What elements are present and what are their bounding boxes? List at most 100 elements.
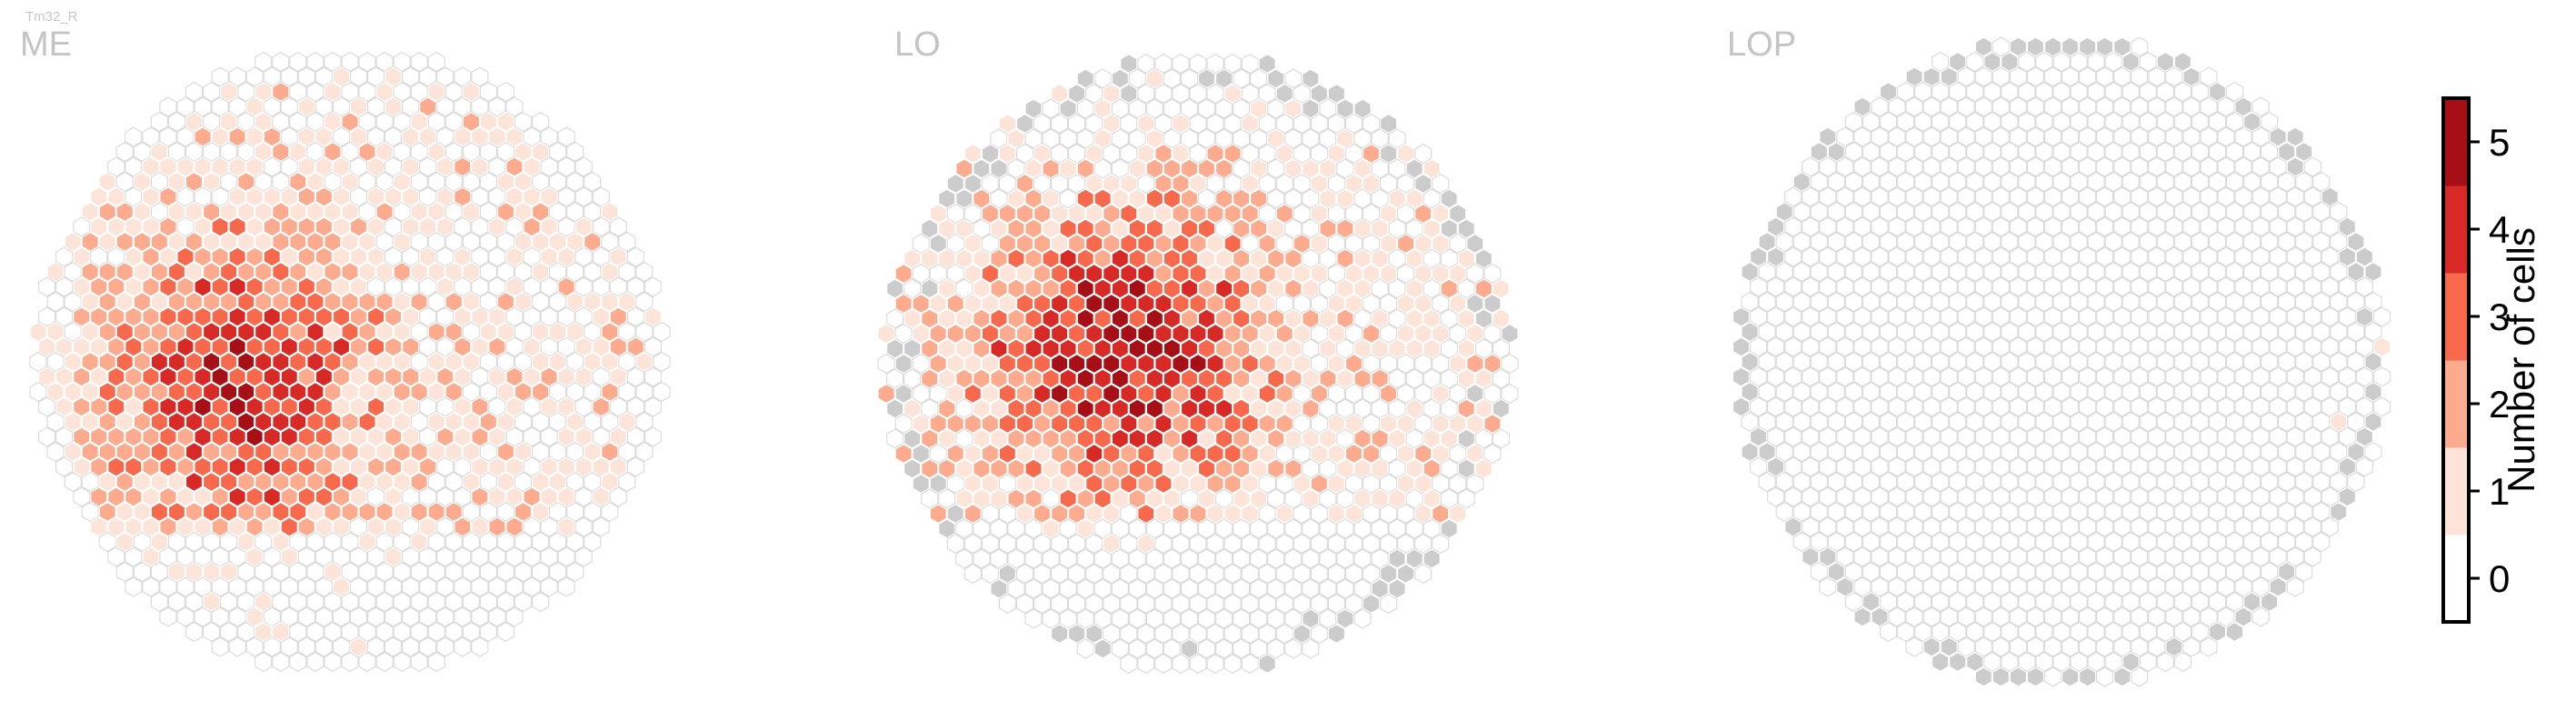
me-hex-cell xyxy=(375,141,394,163)
lo-hex-cell xyxy=(1396,563,1415,585)
lo-hex-cell xyxy=(1414,563,1433,585)
me-hex-cell xyxy=(176,156,195,177)
lop-hex-cell xyxy=(1992,96,2010,117)
lo-hex-cell xyxy=(1015,353,1034,375)
me-hex-cell xyxy=(324,81,342,103)
me-hex-cell xyxy=(315,546,333,567)
lo-hex-cell xyxy=(1293,473,1311,495)
me-hex-cell xyxy=(315,126,333,147)
lop-hex-cell xyxy=(2035,531,2053,553)
lo-hex-cell xyxy=(1007,248,1025,269)
lo-hex-cell xyxy=(1250,428,1268,449)
lop-hex-cell xyxy=(1853,246,1872,267)
me-hex-cell xyxy=(176,486,195,507)
me-hex-cell xyxy=(332,276,351,297)
me-hex-cell xyxy=(324,651,342,673)
me-hex-cell xyxy=(644,396,663,417)
me-hex-cell xyxy=(306,441,324,463)
lop-hex-cell xyxy=(2173,561,2192,583)
me-hex-cell xyxy=(211,336,229,357)
me-hex-cell xyxy=(280,156,298,177)
me-hex-cell xyxy=(237,291,255,313)
lo-hex-cell xyxy=(1076,248,1094,269)
lo-hex-cell xyxy=(1302,308,1320,329)
lop-hex-cell xyxy=(2043,366,2062,387)
lop-hex-cell xyxy=(1992,246,2010,267)
lo-hex-cell xyxy=(1067,623,1086,645)
lop-hex-cell xyxy=(2295,291,2313,313)
lop-hex-cell xyxy=(2122,621,2140,643)
lo-hex-cell xyxy=(1275,473,1293,495)
lo-hex-cell xyxy=(1241,593,1259,615)
me-hex-cell xyxy=(263,366,281,387)
lop-hex-cell xyxy=(1819,336,1837,357)
me-hex-cell xyxy=(237,381,255,403)
me-hex-cell xyxy=(332,306,351,327)
lo-hex-cell xyxy=(1405,488,1423,509)
lop-hex-cell xyxy=(2104,81,2122,103)
lop-hex-cell xyxy=(2234,246,2252,267)
me-hex-cell xyxy=(574,186,593,207)
me-hex-cell xyxy=(203,291,221,313)
lop-hex-cell xyxy=(2148,426,2166,447)
lo-hex-cell xyxy=(1128,308,1146,329)
lo-hex-cell xyxy=(1024,428,1043,449)
me-hex-cell xyxy=(531,351,550,373)
me-hex-cell xyxy=(159,516,177,537)
me-hex-cell xyxy=(306,111,324,133)
lo-hex-cell xyxy=(1432,383,1450,405)
lo-hex-cell xyxy=(1319,158,1337,179)
lo-hex-cell xyxy=(998,293,1017,315)
me-hex-cell xyxy=(90,336,108,357)
me-hex-cell xyxy=(341,621,359,643)
me-hex-cell xyxy=(220,471,238,493)
me-hex-cell xyxy=(341,591,359,613)
lop-hex-cell xyxy=(2001,381,2019,403)
lo-hex-cell xyxy=(1423,218,1441,239)
lop-hex-cell xyxy=(2001,291,2019,313)
me-hex-cell xyxy=(618,261,636,283)
lop-hex-cell xyxy=(2070,591,2088,613)
me-hex-cell xyxy=(454,306,472,327)
lop-hex-cell xyxy=(1992,486,2010,507)
me-hex-cell xyxy=(471,456,489,477)
lop-hex-cell xyxy=(2225,531,2244,553)
colorbar-tick-label: 1 xyxy=(2489,470,2510,513)
lop-hex-cell xyxy=(1749,336,1768,357)
lop-hex-cell xyxy=(1802,366,1820,387)
me-hex-cell xyxy=(479,621,498,643)
lo-hex-cell xyxy=(1007,428,1025,449)
lop-hex-cell xyxy=(2252,306,2270,327)
me-hex-cell xyxy=(107,456,125,477)
me-hex-cell xyxy=(471,96,489,117)
lo-hex-cell xyxy=(1111,608,1129,629)
lop-hex-cell xyxy=(1802,486,1820,507)
me-hex-cell xyxy=(384,366,403,387)
lo-hex-cell xyxy=(1250,218,1268,239)
lo-hex-cell xyxy=(981,473,1000,495)
me-hex-cell xyxy=(436,246,454,267)
me-hex-cell xyxy=(263,546,281,567)
lop-hex-cell xyxy=(1940,546,1958,567)
lo-hex-cell xyxy=(1293,353,1311,375)
lo-hex-cell xyxy=(1154,233,1173,255)
lop-hex-cell xyxy=(2018,441,2036,463)
lo-hex-cell xyxy=(1145,98,1164,119)
lo-hex-cell xyxy=(1275,263,1293,285)
me-hex-cell xyxy=(228,96,246,117)
me-hex-cell xyxy=(125,306,143,327)
lop-hex-cell xyxy=(2330,501,2348,523)
lo-hex-cell xyxy=(1145,68,1164,89)
lo-hex-cell xyxy=(981,293,1000,315)
lo-hex-cell xyxy=(929,323,947,345)
lo-hex-cell xyxy=(1223,473,1242,495)
lop-hex-cell xyxy=(2182,246,2201,267)
me-hex-cell xyxy=(220,231,238,253)
me-hex-cell xyxy=(245,126,264,147)
lop-hex-cell xyxy=(2208,411,2227,433)
lo-hex-cell xyxy=(1163,188,1182,209)
lo-hex-cell xyxy=(1197,368,1216,389)
lop-hex-cell xyxy=(1749,456,1768,477)
lo-hex-cell xyxy=(1449,353,1467,375)
me-hex-cell xyxy=(454,186,472,207)
